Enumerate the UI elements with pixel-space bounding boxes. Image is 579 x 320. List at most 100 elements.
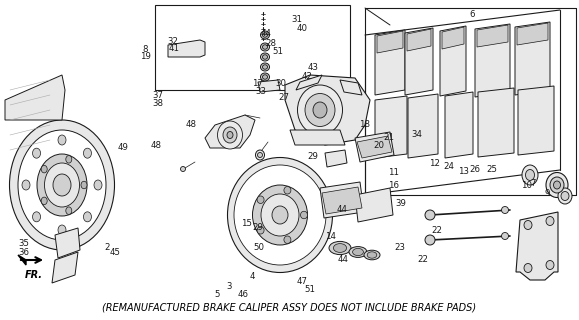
Ellipse shape (522, 165, 538, 185)
Ellipse shape (272, 206, 288, 224)
Ellipse shape (223, 127, 237, 143)
Text: 43: 43 (307, 63, 318, 72)
Ellipse shape (284, 236, 291, 244)
Text: 47: 47 (297, 277, 307, 286)
Text: 16: 16 (389, 181, 399, 190)
Polygon shape (516, 212, 558, 280)
Text: 32: 32 (167, 37, 178, 46)
Text: 40: 40 (297, 24, 307, 33)
Ellipse shape (301, 211, 307, 219)
Text: 4: 4 (249, 272, 255, 281)
Text: 2: 2 (104, 244, 110, 252)
Ellipse shape (554, 181, 560, 189)
Text: 48: 48 (186, 120, 196, 129)
Ellipse shape (45, 163, 79, 207)
Ellipse shape (53, 174, 71, 196)
Ellipse shape (22, 180, 30, 190)
Ellipse shape (262, 33, 267, 37)
Text: 33: 33 (255, 87, 266, 96)
Ellipse shape (234, 165, 326, 265)
Text: 46: 46 (238, 290, 248, 299)
Text: 6: 6 (469, 10, 475, 19)
Text: 28: 28 (266, 39, 276, 48)
Polygon shape (168, 40, 205, 57)
Text: 22: 22 (417, 255, 428, 264)
Polygon shape (357, 136, 392, 158)
Text: 25: 25 (487, 165, 497, 174)
Ellipse shape (284, 187, 291, 194)
Text: 39: 39 (395, 199, 406, 208)
Polygon shape (407, 29, 431, 51)
Text: 20: 20 (374, 141, 384, 150)
Polygon shape (340, 80, 362, 95)
Ellipse shape (262, 65, 267, 69)
Text: 35: 35 (19, 239, 30, 248)
Polygon shape (442, 27, 464, 49)
Text: 27: 27 (278, 93, 289, 102)
Ellipse shape (501, 206, 508, 213)
Text: 15: 15 (241, 220, 251, 228)
Text: 36: 36 (19, 248, 30, 257)
Polygon shape (445, 92, 473, 158)
Text: 45: 45 (109, 248, 120, 257)
Text: 10: 10 (522, 181, 532, 190)
Ellipse shape (258, 153, 262, 157)
Polygon shape (475, 24, 510, 97)
Ellipse shape (58, 225, 66, 235)
Ellipse shape (313, 102, 327, 118)
Ellipse shape (558, 188, 572, 204)
Ellipse shape (18, 130, 106, 240)
Text: 44: 44 (336, 205, 347, 214)
Text: 22: 22 (432, 226, 442, 235)
Text: 17: 17 (252, 79, 263, 88)
Ellipse shape (58, 135, 66, 145)
Ellipse shape (41, 165, 47, 173)
Ellipse shape (66, 207, 72, 214)
Polygon shape (355, 132, 394, 162)
Text: 51: 51 (273, 47, 283, 56)
Ellipse shape (524, 220, 532, 229)
Ellipse shape (305, 93, 335, 126)
Text: 29: 29 (307, 152, 318, 161)
Ellipse shape (262, 55, 267, 59)
Polygon shape (285, 75, 370, 145)
Text: 41: 41 (168, 44, 179, 53)
Ellipse shape (546, 217, 554, 226)
Text: 34: 34 (412, 130, 422, 139)
Text: 44: 44 (261, 29, 272, 38)
Ellipse shape (261, 53, 269, 61)
Text: 50: 50 (254, 243, 264, 252)
Ellipse shape (66, 156, 72, 163)
Polygon shape (322, 187, 362, 214)
Polygon shape (408, 94, 438, 158)
Polygon shape (55, 228, 80, 258)
Ellipse shape (9, 120, 115, 250)
Text: 37: 37 (153, 92, 163, 100)
Ellipse shape (262, 45, 267, 49)
Polygon shape (515, 22, 550, 95)
Polygon shape (320, 182, 364, 218)
Text: 21: 21 (384, 133, 394, 142)
Polygon shape (18, 255, 26, 265)
Ellipse shape (501, 233, 508, 239)
Ellipse shape (550, 177, 564, 193)
Bar (155, 5, 350, 90)
Polygon shape (477, 25, 508, 47)
Ellipse shape (32, 212, 41, 222)
Polygon shape (296, 75, 322, 90)
Polygon shape (52, 252, 78, 283)
Polygon shape (325, 150, 347, 167)
Text: 19: 19 (141, 52, 151, 61)
Polygon shape (375, 96, 407, 158)
Text: FR.: FR. (25, 270, 43, 280)
Text: 48: 48 (151, 141, 162, 150)
Ellipse shape (218, 121, 243, 149)
Ellipse shape (364, 250, 380, 260)
Ellipse shape (261, 31, 269, 39)
Ellipse shape (181, 166, 185, 172)
Text: 5: 5 (214, 290, 220, 299)
Ellipse shape (367, 252, 377, 258)
Ellipse shape (546, 260, 554, 269)
Polygon shape (258, 80, 280, 92)
Ellipse shape (83, 212, 91, 222)
